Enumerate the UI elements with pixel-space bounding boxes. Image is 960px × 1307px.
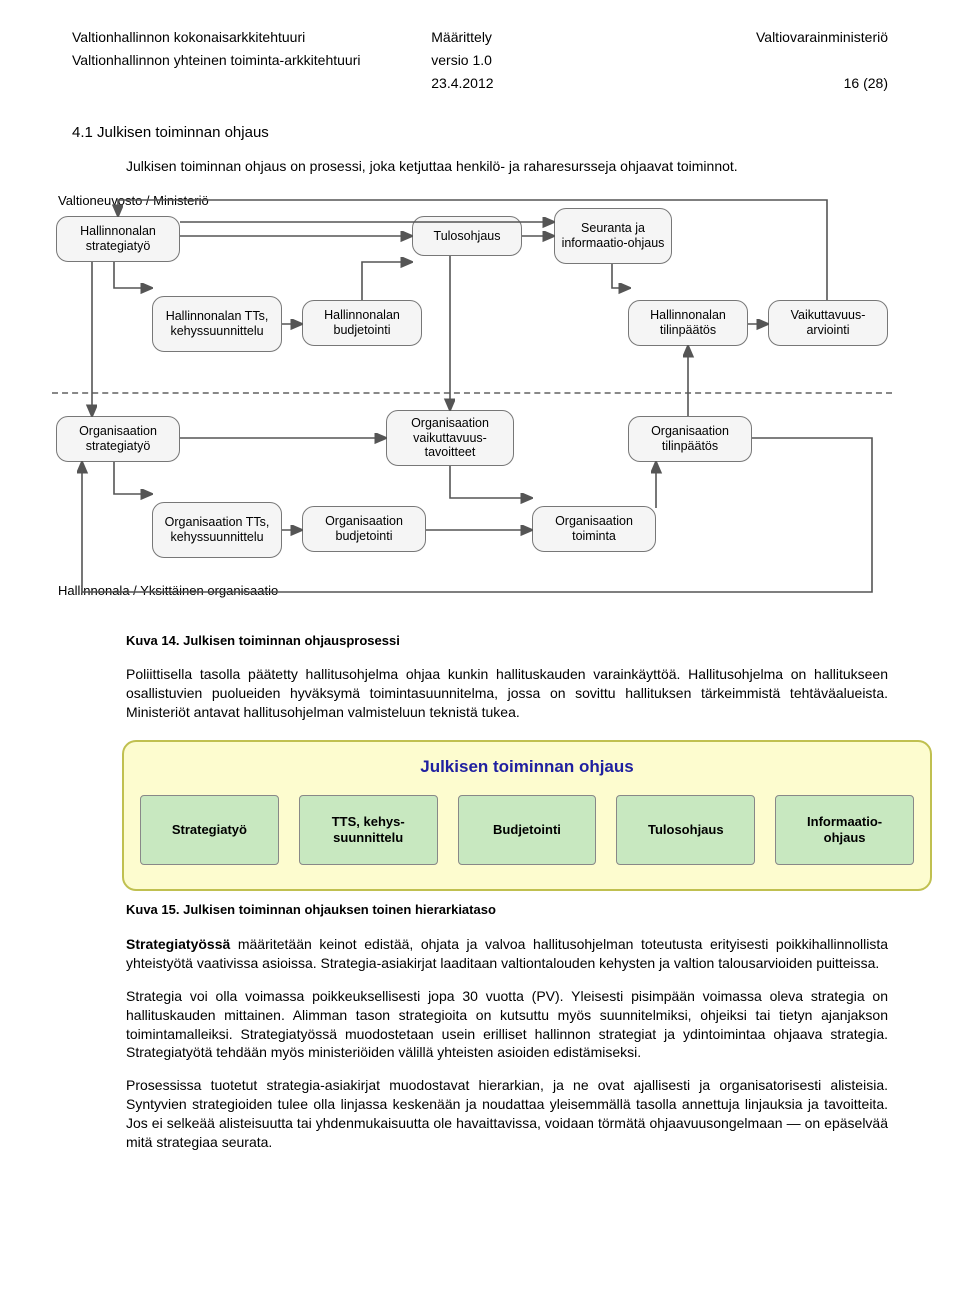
paragraph-3-bold: Strategiatyössä [126,936,230,952]
panel-box-tulosohjaus: Tulosohjaus [616,795,755,866]
hdr-right-1: Valtiovarainministeriö [644,28,888,47]
paragraph-2: Poliittisella tasolla päätetty hallituso… [126,665,888,722]
hdr-right-2 [644,51,888,70]
panel-box-informaatio: Informaatio-ohjaus [775,795,914,866]
flowchart-ohjausprosessi: Valtioneuvosto / Ministeriö Hallinnonala… [52,192,892,622]
hdr-mid-1: Määrittely [431,28,626,47]
section-heading: 4.1 Julkisen toiminnan ohjaus [72,123,888,143]
hdr-left-1: Valtionhallinnon kokonaisarkkitehtuuri [72,28,413,47]
hdr-mid-3: 23.4.2012 [431,74,626,93]
paragraph-5: Prosessissa tuotetut strategia-asiakirja… [126,1076,888,1152]
hdr-left-2: Valtionhallinnon yhteinen toiminta-arkki… [72,51,413,70]
doc-header: Valtionhallinnon kokonaisarkkitehtuuri M… [72,28,888,93]
paragraph-4: Strategia voi olla voimassa poikkeuksell… [126,987,888,1063]
panel-box-tts: TTS, kehys-suunnittelu [299,795,438,866]
hdr-mid-2: versio 1.0 [431,51,626,70]
hdr-left-3 [72,74,413,93]
paragraph-3: Strategiatyössä määritetään keinot edist… [126,935,888,973]
caption-kuva14: Kuva 14. Julkisen toiminnan ohjausproses… [126,632,888,650]
panel-box-strategiatyo: Strategiatyö [140,795,279,866]
panel-box-budjetointi: Budjetointi [458,795,597,866]
hdr-right-3: 16 (28) [644,74,888,93]
caption-kuva15: Kuva 15. Julkisen toiminnan ohjauksen to… [126,901,888,919]
panel-title: Julkisen toiminnan ohjaus [140,756,914,779]
flow-arrows [52,192,892,622]
paragraph-3-rest: määritetään keinot edistää, ohjata ja va… [126,936,888,971]
panel-julkisen-toiminnan-ohjaus: Julkisen toiminnan ohjaus Strategiatyö T… [122,740,932,891]
panel-row: Strategiatyö TTS, kehys-suunnittelu Budj… [140,795,914,866]
intro-paragraph: Julkisen toiminnan ohjaus on prosessi, j… [126,157,888,176]
